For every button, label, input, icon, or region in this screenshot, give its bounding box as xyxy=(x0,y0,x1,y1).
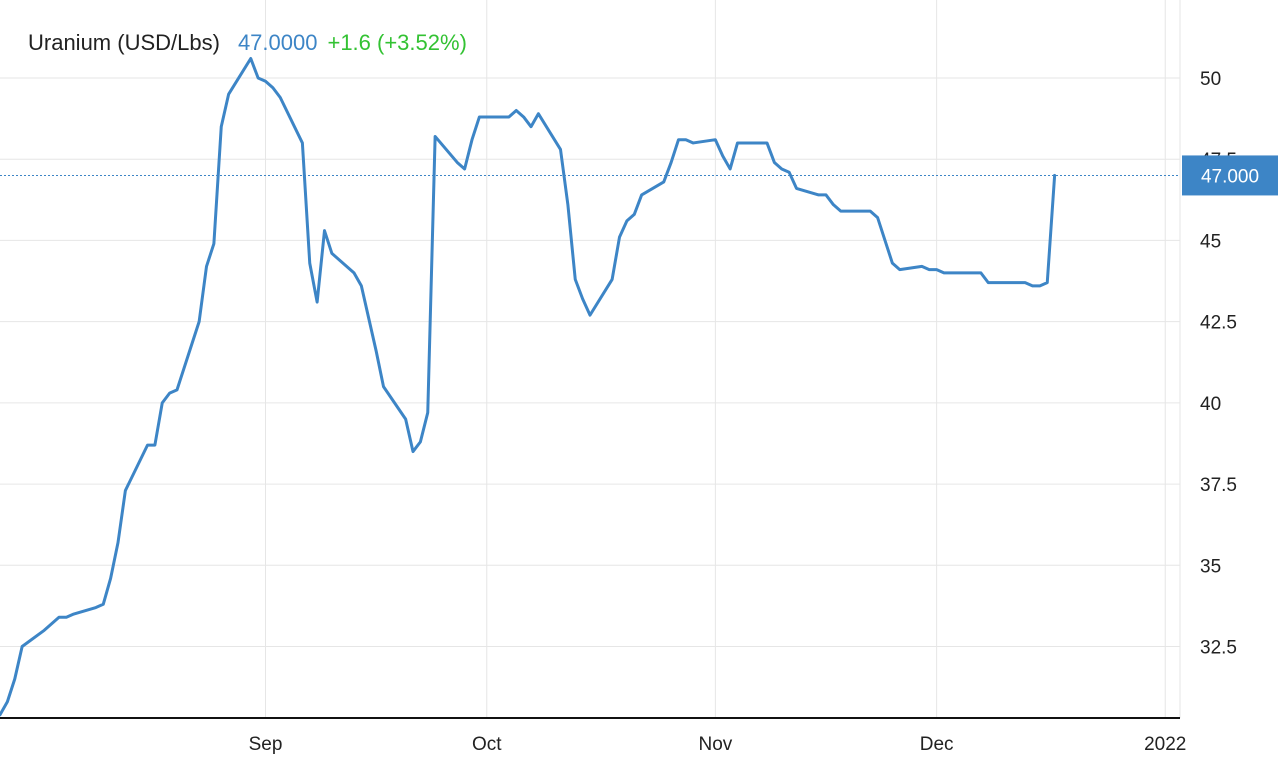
x-tick-label: 2022 xyxy=(1144,734,1186,755)
price-tag-layer: 47.000 xyxy=(0,155,1278,196)
price-tag-background xyxy=(1182,155,1278,196)
y-tick-label: 35 xyxy=(1200,556,1221,577)
y-tick-label: 40 xyxy=(1200,394,1221,415)
x-tick-label: Sep xyxy=(249,734,283,755)
legend-series-name: Uranium (USD/Lbs) xyxy=(28,30,220,55)
y-tick-label: 37.5 xyxy=(1200,475,1237,496)
y-tick-label: 50 xyxy=(1200,69,1221,90)
price-tag-label: 47.000 xyxy=(1201,166,1259,187)
grid-layer xyxy=(0,0,1181,718)
legend-change: +1.6 (+3.52%) xyxy=(327,30,467,55)
y-tick-label: 32.5 xyxy=(1200,638,1237,659)
y-tick-label: 45 xyxy=(1200,231,1221,252)
x-tick-label: Nov xyxy=(698,734,732,755)
x-tick-label: Oct xyxy=(472,734,502,755)
x-tick-label: Dec xyxy=(920,734,954,755)
y-tick-label: 42.5 xyxy=(1200,313,1237,334)
series-line xyxy=(0,56,1057,717)
chart-legend: Uranium (USD/Lbs) 47.0000 +1.6 (+3.52%) xyxy=(28,30,467,56)
series-layer xyxy=(0,56,1057,717)
legend-last-value: 47.0000 xyxy=(237,30,318,55)
